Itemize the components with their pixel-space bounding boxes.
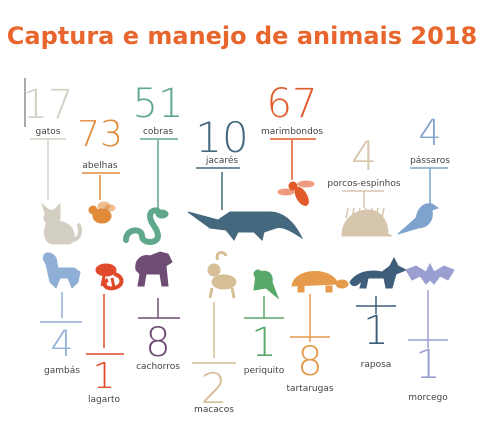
alligator-icon bbox=[187, 211, 304, 241]
value-lagarto: 1 bbox=[93, 356, 116, 397]
value-tartarugas: 8 bbox=[297, 339, 322, 385]
dog-icon bbox=[135, 251, 173, 287]
value-periquito: 1 bbox=[251, 320, 276, 366]
bee-icon bbox=[88, 201, 116, 224]
value-cachorros: 8 bbox=[145, 320, 170, 366]
value-raposa: 1 bbox=[363, 308, 388, 354]
value-marimbondos: 67 bbox=[267, 81, 318, 127]
label-cobras: cobras bbox=[143, 127, 173, 137]
turtle-icon bbox=[291, 271, 349, 293]
value-macacos: 2 bbox=[201, 364, 228, 413]
label-abelhas: abelhas bbox=[82, 161, 117, 171]
bird-icon bbox=[397, 203, 440, 235]
label-passaros: pássaros bbox=[410, 156, 450, 166]
skunk-icon bbox=[42, 252, 81, 289]
fox-icon bbox=[349, 256, 408, 289]
label-tartarugas: tartarugas bbox=[286, 384, 333, 394]
label-porcos-espinhos: porcos-espinhos bbox=[327, 179, 400, 189]
parakeet-icon bbox=[253, 269, 280, 300]
label-marimbondos: marimbondos bbox=[261, 127, 323, 137]
chart-title: Captura e manejo de animais 2018 bbox=[6, 22, 478, 50]
value-morcego: 1 bbox=[415, 342, 440, 388]
label-gatos: gatos bbox=[36, 127, 61, 137]
animal-group-passaros: 4 pássaros bbox=[397, 113, 450, 235]
value-jacares: 10 bbox=[195, 113, 248, 162]
porcupine-icon bbox=[341, 207, 393, 237]
label-raposa: raposa bbox=[361, 360, 392, 370]
value-abelhas: 73 bbox=[77, 114, 123, 155]
value-gatos: 17 bbox=[23, 82, 74, 128]
label-periquito: periquito bbox=[244, 366, 285, 376]
animal-group-morcego: 1 morcego bbox=[405, 262, 455, 403]
value-porcos-espinhos: 4 bbox=[351, 134, 376, 180]
animal-group-raposa: 1 raposa bbox=[349, 256, 408, 370]
label-macacos: macacos bbox=[194, 405, 234, 415]
lizard-icon bbox=[95, 263, 124, 291]
label-gambas: gambás bbox=[44, 366, 80, 376]
wasp-icon bbox=[277, 180, 315, 206]
snake-icon bbox=[123, 207, 169, 245]
label-morcego: morcego bbox=[408, 393, 448, 403]
monkey-icon bbox=[207, 251, 237, 299]
bat-icon bbox=[405, 262, 455, 285]
label-lagarto: lagarto bbox=[88, 395, 120, 405]
value-gambas: 4 bbox=[51, 324, 74, 365]
animal-group-abelhas: 73 abelhas bbox=[77, 114, 123, 224]
label-cachorros: cachorros bbox=[136, 362, 180, 372]
label-jacares: jacarés bbox=[205, 155, 239, 166]
cat-icon bbox=[40, 202, 82, 245]
value-passaros: 4 bbox=[419, 113, 442, 154]
value-cobras: 51 bbox=[133, 81, 184, 127]
